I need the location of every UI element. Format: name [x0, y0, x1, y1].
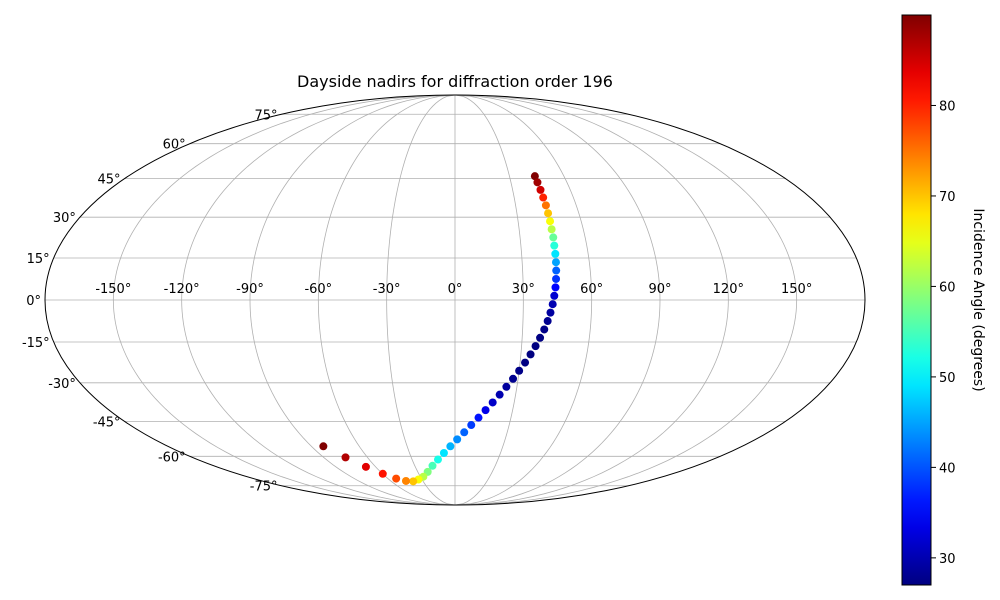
data-point: [548, 300, 557, 309]
data-point: [439, 449, 448, 458]
data-point: [541, 201, 550, 210]
data-point: [550, 291, 559, 300]
latitude-tick-label: -75°: [250, 480, 278, 495]
data-point: [502, 382, 511, 391]
data-point: [546, 217, 555, 226]
data-point: [530, 172, 539, 181]
data-point: [543, 317, 552, 326]
data-point: [526, 350, 535, 359]
data-point: [378, 469, 387, 478]
colorbar-label: Incidence Angle (degrees): [970, 208, 986, 391]
colorbar: [901, 14, 932, 586]
data-point: [533, 178, 542, 187]
longitude-tick-label: -150°: [95, 282, 131, 297]
longitude-tick-label: 120°: [713, 282, 744, 297]
colorbar-tick-label: 80: [939, 99, 956, 114]
map-border: [44, 94, 866, 506]
data-point: [536, 185, 545, 194]
longitude-tick-label: 30°: [512, 282, 535, 297]
longitude-gridline: [454, 94, 661, 506]
longitude-tick-labels: -150° -120° -90° -60° -30° 0° 30° 60° 90° 120° 150…: [95, 282, 812, 297]
longitude-gridline: [454, 94, 729, 506]
longitude-tick-label: -90°: [236, 282, 264, 297]
data-point: [495, 390, 504, 399]
data-point: [549, 233, 558, 242]
data-point: [551, 258, 560, 267]
data-point: [552, 274, 561, 283]
data-point: [551, 283, 560, 292]
longitude-tick-label: 150°: [781, 282, 812, 297]
latitude-tick-label: -15°: [22, 336, 50, 351]
colorbar-tick-label: 60: [939, 280, 956, 295]
data-point: [509, 374, 518, 383]
data-point: [521, 358, 530, 367]
data-point: [409, 477, 418, 486]
longitude-tick-label: 90°: [648, 282, 671, 297]
data-point: [481, 406, 490, 415]
data-point: [401, 476, 410, 485]
colorbar-tick-label: 70: [939, 190, 956, 205]
data-point: [547, 225, 556, 234]
data-point: [552, 266, 561, 275]
data-point: [539, 193, 548, 202]
data-point: [474, 413, 483, 422]
longitude-gridline: [112, 94, 456, 506]
map-gridlines: [45, 94, 865, 506]
longitude-gridline: [181, 94, 456, 506]
data-point: [361, 462, 370, 471]
chart-title: Dayside nadirs for diffraction order 196: [297, 72, 613, 91]
data-point: [546, 308, 555, 317]
longitude-gridline: [317, 94, 456, 506]
latitude-tick-label: 75°: [254, 108, 277, 123]
latitude-tick-label: -45°: [93, 415, 121, 430]
longitude-gridline: [454, 94, 798, 506]
data-point: [341, 453, 350, 462]
data-point: [467, 421, 476, 430]
longitude-tick-label: -60°: [304, 282, 332, 297]
latitude-tick-label: 30°: [53, 211, 76, 226]
data-point: [540, 325, 549, 334]
data-point: [453, 435, 462, 444]
longitude-gridline: [249, 94, 456, 506]
data-point: [536, 333, 545, 342]
latitude-tick-label: -30°: [48, 377, 76, 392]
latitude-tick-label: 60°: [163, 138, 186, 153]
data-point: [550, 241, 559, 250]
longitude-gridline: [454, 94, 524, 506]
data-point: [551, 249, 560, 258]
data-point: [428, 461, 437, 470]
latitude-tick-labels: -75° -60° -45° -30° -15° 0° 15° 30° 45° 60° 75°: [22, 108, 278, 494]
colorbar-tick-label: 30: [939, 552, 956, 567]
data-point: [531, 342, 540, 351]
colorbar-tick-label: 40: [939, 461, 956, 476]
data-point: [446, 442, 455, 451]
longitude-gridline: [454, 94, 593, 506]
longitude-tick-label: 0°: [448, 282, 463, 297]
longitude-tick-label: -30°: [373, 282, 401, 297]
data-point: [319, 442, 328, 451]
latitude-tick-label: 45°: [98, 173, 121, 188]
data-point: [460, 428, 469, 437]
latitude-tick-label: -60°: [158, 450, 186, 465]
colorbar-tick-label: 50: [939, 371, 956, 386]
data-points: [319, 172, 561, 486]
data-point: [392, 474, 401, 483]
latitude-tick-label: 0°: [26, 294, 41, 309]
data-point: [544, 209, 553, 218]
colorbar-ticks: 30 40 50 60 70 80: [931, 99, 956, 567]
data-point: [515, 366, 524, 375]
data-point: [433, 455, 442, 464]
data-point: [488, 398, 497, 407]
longitude-tick-label: 60°: [580, 282, 603, 297]
longitude-tick-label: -120°: [164, 282, 200, 297]
latitude-tick-label: 15°: [27, 252, 50, 267]
longitude-gridline: [386, 94, 456, 506]
